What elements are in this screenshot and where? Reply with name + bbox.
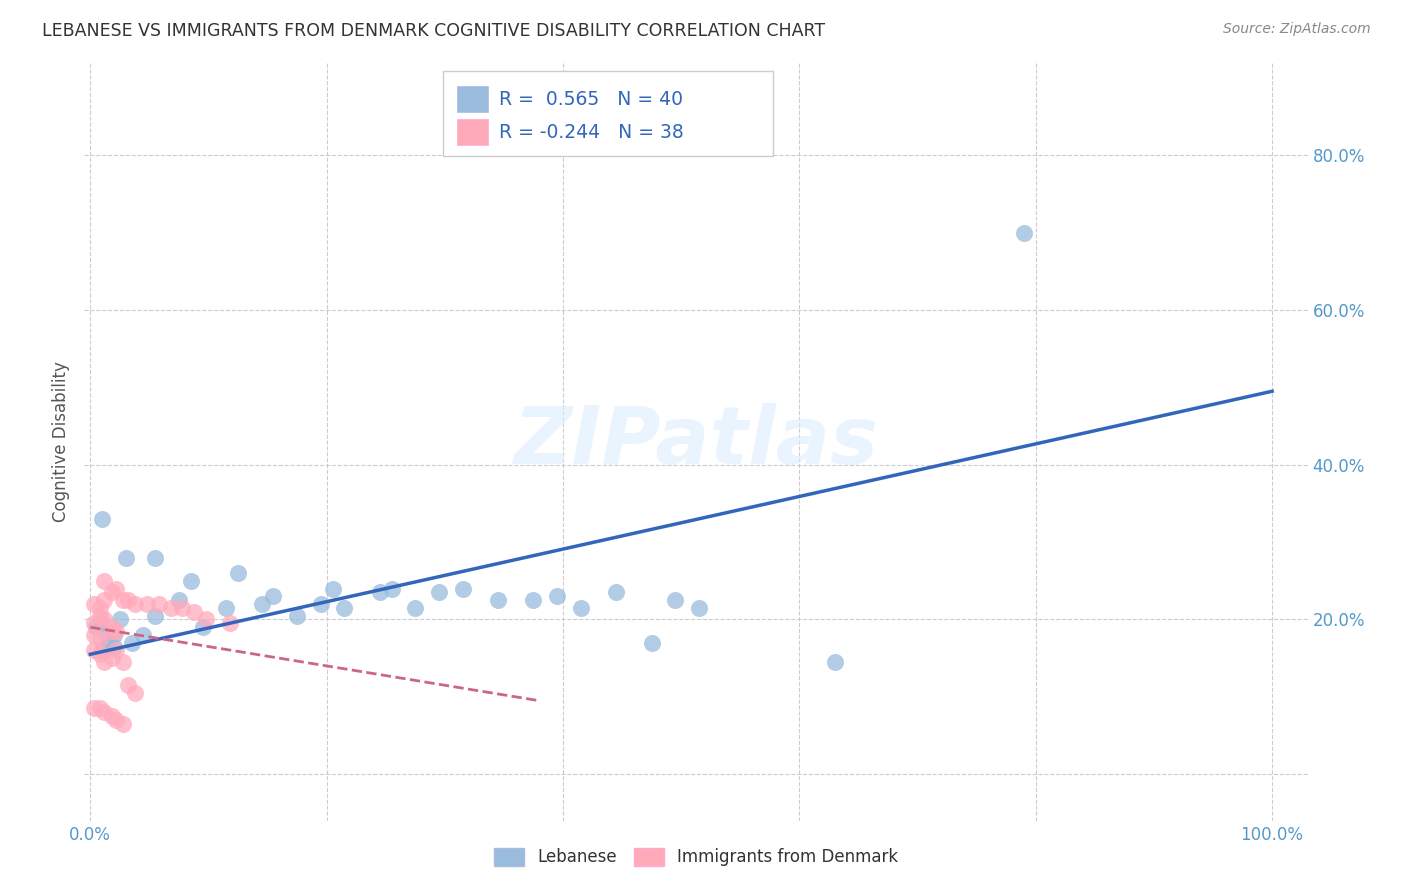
Point	[183, 605, 205, 619]
Point	[172, 600, 194, 615]
Point	[89, 632, 111, 646]
Point	[546, 589, 568, 603]
Point	[100, 624, 122, 639]
Point	[427, 585, 450, 599]
Point	[381, 582, 404, 596]
Text: Source: ZipAtlas.com: Source: ZipAtlas.com	[1223, 22, 1371, 37]
Point	[105, 582, 128, 596]
Point	[486, 593, 509, 607]
Point	[333, 600, 356, 615]
Point	[226, 566, 249, 580]
Point	[195, 612, 218, 626]
Point	[368, 585, 391, 599]
Point	[83, 616, 105, 631]
Point	[218, 616, 240, 631]
Point	[262, 589, 284, 603]
Text: R = -0.244   N = 38: R = -0.244 N = 38	[499, 122, 683, 142]
Point	[100, 585, 122, 599]
Point	[640, 636, 662, 650]
Point	[285, 608, 308, 623]
Point	[89, 648, 111, 662]
Point	[824, 655, 846, 669]
Point	[97, 632, 120, 646]
Point	[91, 512, 114, 526]
Point	[117, 678, 139, 692]
Point	[143, 608, 166, 623]
Point	[105, 713, 128, 727]
Point	[89, 608, 111, 623]
Point	[159, 600, 181, 615]
Point	[121, 636, 143, 650]
Point	[522, 593, 544, 607]
Text: LEBANESE VS IMMIGRANTS FROM DENMARK COGNITIVE DISABILITY CORRELATION CHART: LEBANESE VS IMMIGRANTS FROM DENMARK COGN…	[42, 22, 825, 40]
Point	[105, 643, 128, 657]
Point	[89, 701, 111, 715]
Point	[93, 593, 115, 607]
Point	[117, 593, 139, 607]
Point	[89, 600, 111, 615]
Text: R =  0.565   N = 40: R = 0.565 N = 40	[499, 89, 683, 109]
Point	[93, 655, 115, 669]
Point	[309, 597, 332, 611]
Point	[167, 593, 190, 607]
Point	[404, 600, 426, 615]
Point	[112, 593, 135, 607]
Point	[83, 597, 105, 611]
Point	[83, 701, 105, 715]
Point	[451, 582, 474, 596]
Point	[1012, 226, 1035, 240]
Point	[103, 628, 125, 642]
Point	[108, 612, 131, 626]
Point	[93, 612, 115, 626]
Point	[97, 640, 120, 654]
Point	[93, 574, 115, 588]
Point	[83, 643, 105, 657]
Text: ZIPatlas: ZIPatlas	[513, 402, 879, 481]
Point	[84, 620, 107, 634]
Point	[103, 640, 125, 654]
Point	[100, 620, 122, 634]
Point	[132, 628, 155, 642]
Point	[83, 628, 105, 642]
Point	[143, 550, 166, 565]
Point	[148, 597, 170, 611]
Point	[100, 709, 122, 723]
Point	[112, 717, 135, 731]
Point	[136, 597, 159, 611]
Point	[112, 655, 135, 669]
Point	[91, 643, 114, 657]
Point	[688, 600, 710, 615]
Point	[180, 574, 202, 588]
Legend: Lebanese, Immigrants from Denmark: Lebanese, Immigrants from Denmark	[488, 841, 904, 873]
Point	[114, 550, 136, 565]
Point	[215, 600, 238, 615]
Y-axis label: Cognitive Disability: Cognitive Disability	[52, 361, 70, 522]
Point	[250, 597, 273, 611]
Point	[91, 616, 114, 631]
Point	[191, 620, 214, 634]
Point	[93, 706, 115, 720]
Point	[124, 597, 146, 611]
Point	[124, 686, 146, 700]
Point	[322, 582, 344, 596]
Point	[569, 600, 592, 615]
Point	[664, 593, 686, 607]
Point	[105, 624, 128, 639]
Point	[605, 585, 627, 599]
Point	[100, 651, 122, 665]
